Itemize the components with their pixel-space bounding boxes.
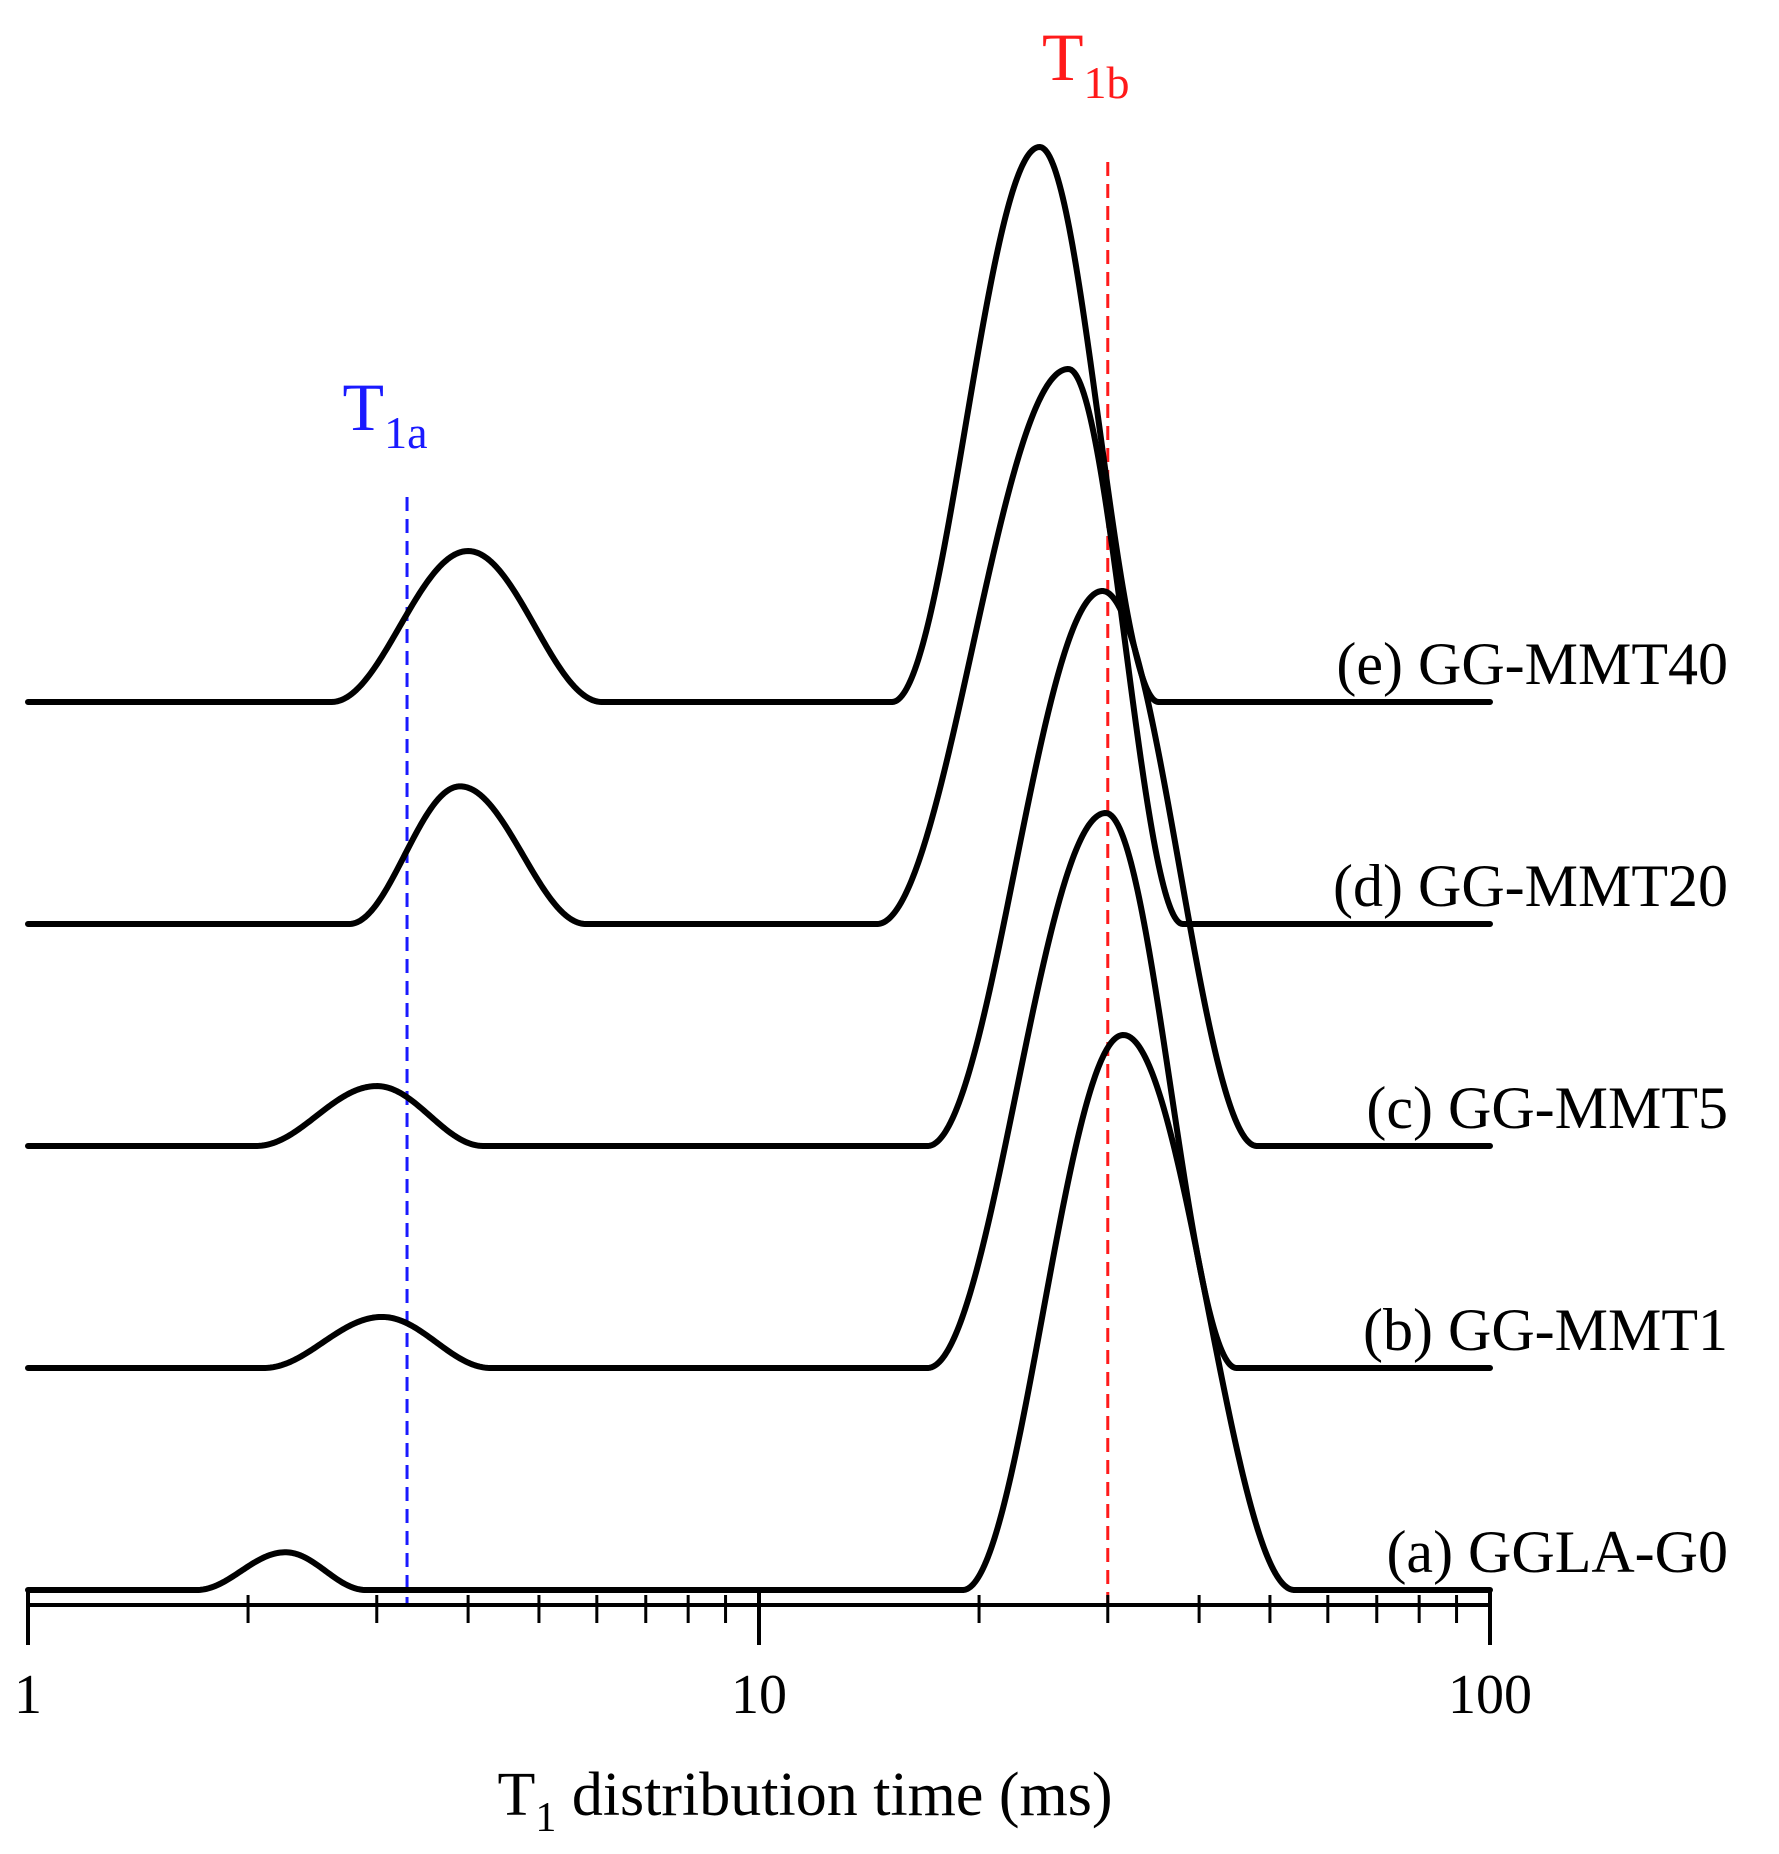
series-label-1: (b) GG-MMT1 (1363, 1297, 1728, 1363)
reference-label-main-1: T (1042, 19, 1084, 95)
x-axis-title-main: T (497, 1761, 535, 1829)
series-layer (25, 144, 1493, 1593)
series-line-4 (25, 144, 1493, 705)
series-line-0 (25, 1032, 1493, 1593)
series-labels-layer: (a) GGLA-G0 (b) GG-MMT1 (c) GG-MMT5 (d) GG-… (1333, 631, 1728, 1585)
reference-label-0: T1a (343, 369, 428, 458)
x-axis-title: T1 distribution time (ms) (497, 1761, 1112, 1841)
x-tick-label-1: 10 (731, 1664, 787, 1726)
x-tick-label-0: 1 (14, 1664, 42, 1726)
x-axis-title-rest: distribution time (ms) (556, 1761, 1112, 1829)
series-label-4: (e) GG-MMT40 (1336, 631, 1728, 697)
reference-label-sub-1: 1b (1084, 57, 1130, 108)
x-axis: 1 10 100 (14, 1591, 1532, 1726)
series-label-0: (a) GGLA-G0 (1386, 1519, 1728, 1585)
x-tick-label-2: 100 (1448, 1664, 1532, 1726)
x-axis-title-sub: 1 (535, 1795, 556, 1841)
series-label-2: (c) GG-MMT5 (1366, 1075, 1728, 1141)
series-line-3 (25, 366, 1493, 927)
reference-label-sub-0: 1a (384, 407, 427, 458)
series-line-2 (25, 588, 1493, 1149)
series-label-3: (d) GG-MMT20 (1333, 853, 1728, 919)
reference-label-1: T1b (1042, 19, 1130, 108)
series-line-1 (25, 810, 1493, 1371)
reference-label-main-0: T (343, 369, 385, 445)
